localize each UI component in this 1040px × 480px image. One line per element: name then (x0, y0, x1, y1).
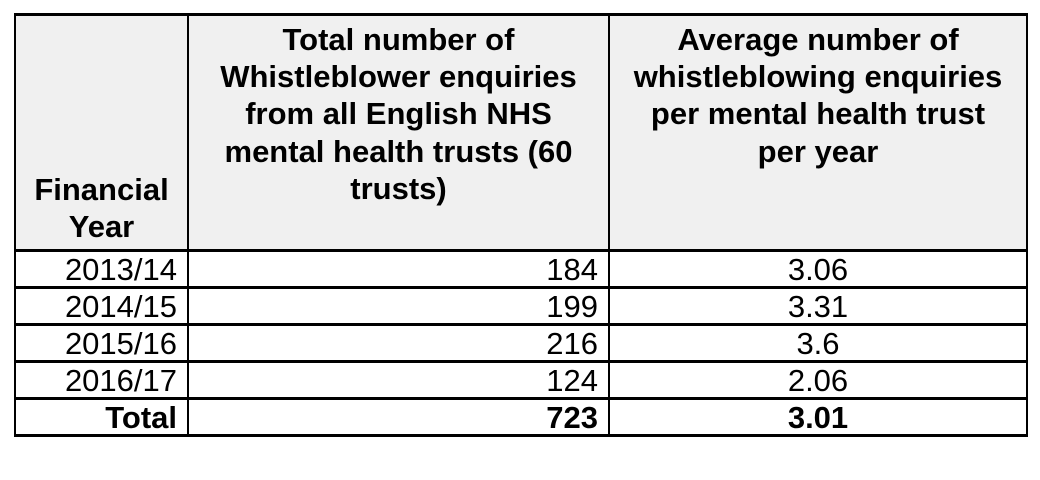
year-cell: 2014/15 (14, 286, 189, 326)
header-row: Financial Year Total number of Whistlebl… (14, 13, 1028, 252)
total-row-total-cell: 723 (187, 397, 610, 437)
average-cell: 3.06 (608, 249, 1028, 289)
whistleblower-enquiries-table: Financial Year Total number of Whistlebl… (14, 13, 1028, 437)
total-cell: 199 (187, 286, 610, 326)
total-cell: 124 (187, 360, 610, 400)
column-header-total-enquiries-label: Total number of Whistleblower enquiries … (220, 22, 577, 206)
year-cell: 2016/17 (14, 360, 189, 400)
total-cell: 216 (187, 323, 610, 363)
table-row-2013-14: 2013/14 184 3.06 (14, 249, 1028, 289)
column-header-financial-year: Financial Year (14, 13, 189, 252)
table-row-total: Total 723 3.01 (14, 397, 1028, 437)
total-row-average-cell: 3.01 (608, 397, 1028, 437)
average-cell: 3.6 (608, 323, 1028, 363)
table-row-2016-17: 2016/17 124 2.06 (14, 360, 1028, 400)
year-cell: 2015/16 (14, 323, 189, 363)
table-row-2015-16: 2015/16 216 3.6 (14, 323, 1028, 363)
table-row-2014-15: 2014/15 199 3.31 (14, 286, 1028, 326)
column-header-average-enquiries-label: Average number of whistleblowing enquiri… (633, 22, 1003, 169)
year-cell: 2013/14 (14, 249, 189, 289)
column-header-average-enquiries: Average number of whistleblowing enquiri… (608, 13, 1028, 252)
total-row-label: Total (14, 397, 189, 437)
column-header-financial-year-label: Financial Year (34, 171, 169, 244)
average-cell: 3.31 (608, 286, 1028, 326)
column-header-total-enquiries: Total number of Whistleblower enquiries … (187, 13, 610, 252)
average-cell: 2.06 (608, 360, 1028, 400)
total-cell: 184 (187, 249, 610, 289)
